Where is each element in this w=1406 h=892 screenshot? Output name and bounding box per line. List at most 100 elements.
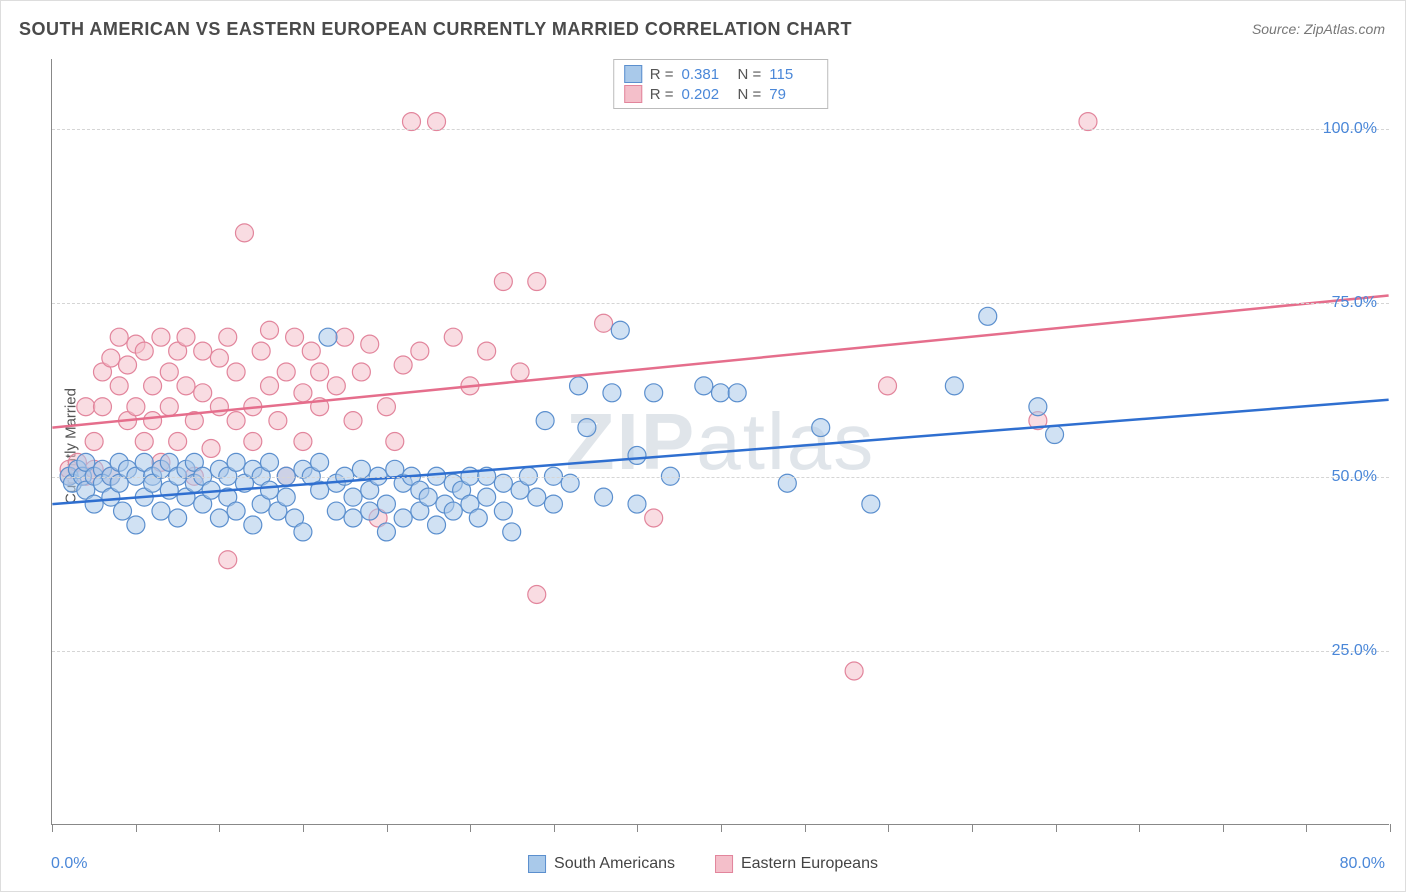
point-south_americans — [712, 384, 730, 402]
point-eastern_europeans — [494, 273, 512, 291]
point-south_americans — [503, 523, 521, 541]
point-south_americans — [114, 502, 132, 520]
point-eastern_europeans — [210, 349, 228, 367]
chart-svg — [52, 59, 1389, 824]
point-south_americans — [169, 509, 187, 527]
point-eastern_europeans — [169, 433, 187, 451]
x-tick-80 — [1390, 824, 1391, 832]
point-south_americans — [261, 481, 279, 499]
point-south_americans — [244, 516, 262, 534]
point-south_americans — [628, 495, 646, 513]
point-eastern_europeans — [444, 328, 462, 346]
point-south_americans — [812, 419, 830, 437]
point-eastern_europeans — [110, 328, 128, 346]
y-tick-label-50: 50.0% — [1332, 468, 1377, 486]
point-eastern_europeans — [311, 363, 329, 381]
point-south_americans — [428, 516, 446, 534]
point-south_americans — [862, 495, 880, 513]
point-south_americans — [344, 488, 362, 506]
x-tick-0 — [52, 824, 53, 832]
trendline-eastern_europeans — [52, 295, 1388, 427]
point-eastern_europeans — [336, 328, 354, 346]
point-south_americans — [377, 523, 395, 541]
gridline-75 — [52, 303, 1389, 304]
point-eastern_europeans — [144, 377, 162, 395]
point-eastern_europeans — [152, 328, 170, 346]
stat-n-label-0: N = — [738, 66, 762, 83]
point-south_americans — [344, 509, 362, 527]
point-south_americans — [261, 453, 279, 471]
y-tick-label-25: 25.0% — [1332, 642, 1377, 660]
stat-r-label-0: R = — [650, 66, 674, 83]
point-eastern_europeans — [252, 342, 270, 360]
point-eastern_europeans — [219, 328, 237, 346]
point-eastern_europeans — [294, 433, 312, 451]
point-south_americans — [728, 384, 746, 402]
point-south_americans — [544, 495, 562, 513]
point-south_americans — [945, 377, 963, 395]
legend-swatch-1 — [715, 855, 733, 873]
stats-row-series-1: R = 0.202 N = 79 — [624, 84, 818, 104]
stat-r-label-1: R = — [650, 86, 674, 103]
point-eastern_europeans — [194, 342, 212, 360]
point-eastern_europeans — [261, 321, 279, 339]
point-eastern_europeans — [277, 363, 295, 381]
point-eastern_europeans — [377, 398, 395, 416]
point-south_americans — [311, 453, 329, 471]
y-tick-label-75: 75.0% — [1332, 294, 1377, 312]
bottom-legend: South Americans Eastern Europeans — [528, 855, 878, 873]
point-eastern_europeans — [528, 586, 546, 604]
x-tick-20 — [387, 824, 388, 832]
point-eastern_europeans — [85, 433, 103, 451]
chart-title: SOUTH AMERICAN VS EASTERN EUROPEAN CURRE… — [19, 19, 852, 40]
point-eastern_europeans — [119, 356, 137, 374]
point-south_americans — [595, 488, 613, 506]
stat-n-val-1: 79 — [769, 86, 817, 103]
point-eastern_europeans — [302, 342, 320, 360]
point-eastern_europeans — [102, 349, 120, 367]
point-south_americans — [377, 495, 395, 513]
point-south_americans — [478, 488, 496, 506]
point-south_americans — [227, 502, 245, 520]
point-south_americans — [979, 307, 997, 325]
point-south_americans — [152, 502, 170, 520]
legend-label-1: Eastern Europeans — [741, 855, 878, 873]
gridline-50 — [52, 477, 1389, 478]
point-south_americans — [603, 384, 621, 402]
x-tick-50 — [888, 824, 889, 832]
point-eastern_europeans — [227, 412, 245, 430]
point-south_americans — [1046, 426, 1064, 444]
x-axis-min-label: 0.0% — [51, 855, 87, 873]
point-south_americans — [419, 488, 437, 506]
x-tick-60 — [1056, 824, 1057, 832]
point-eastern_europeans — [261, 377, 279, 395]
x-tick-40 — [721, 824, 722, 832]
point-eastern_europeans — [845, 662, 863, 680]
point-south_americans — [570, 377, 588, 395]
gridline-25 — [52, 651, 1389, 652]
stat-r-val-0: 0.381 — [682, 66, 730, 83]
point-south_americans — [494, 502, 512, 520]
stat-n-label-1: N = — [738, 86, 762, 103]
point-south_americans — [695, 377, 713, 395]
point-eastern_europeans — [344, 412, 362, 430]
legend-label-0: South Americans — [554, 855, 675, 873]
y-tick-label-100: 100.0% — [1323, 120, 1377, 138]
point-south_americans — [469, 509, 487, 527]
point-south_americans — [645, 384, 663, 402]
stats-row-series-0: R = 0.381 N = 115 — [624, 64, 818, 84]
swatch-series-1 — [624, 85, 642, 103]
point-south_americans — [127, 516, 145, 534]
point-south_americans — [628, 446, 646, 464]
point-eastern_europeans — [235, 224, 253, 242]
x-tick-75 — [1306, 824, 1307, 832]
point-eastern_europeans — [219, 551, 237, 569]
point-south_americans — [1029, 398, 1047, 416]
point-eastern_europeans — [227, 363, 245, 381]
point-eastern_europeans — [194, 384, 212, 402]
plot-area: ZIPatlas R = 0.381 N = 115 R = 0.202 N =… — [51, 59, 1389, 825]
point-eastern_europeans — [528, 273, 546, 291]
point-south_americans — [394, 509, 412, 527]
point-south_americans — [277, 488, 295, 506]
point-south_americans — [294, 523, 312, 541]
